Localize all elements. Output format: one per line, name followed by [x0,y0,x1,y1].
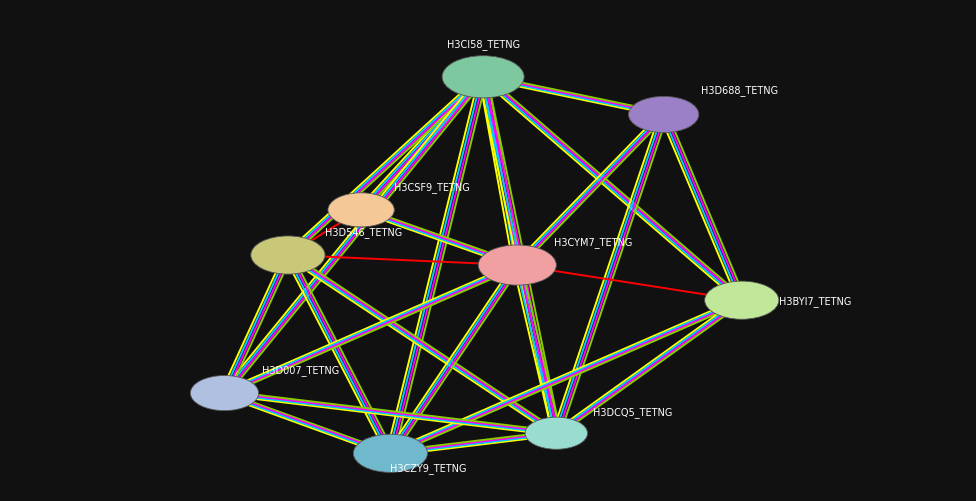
Text: H3CI58_TETNG: H3CI58_TETNG [447,39,519,50]
Text: H3CYM7_TETNG: H3CYM7_TETNG [554,236,632,247]
Text: H3BYI7_TETNG: H3BYI7_TETNG [779,295,851,306]
Text: H3D007_TETNG: H3D007_TETNG [262,364,339,375]
Circle shape [629,97,699,133]
Circle shape [190,376,259,411]
Text: H3D688_TETNG: H3D688_TETNG [701,85,778,96]
Circle shape [251,236,325,275]
Circle shape [478,245,556,286]
Circle shape [442,57,524,99]
Circle shape [705,282,779,320]
Text: H3CZY9_TETNG: H3CZY9_TETNG [390,462,467,473]
Text: H3DCQ5_TETNG: H3DCQ5_TETNG [593,406,672,417]
Text: H3D546_TETNG: H3D546_TETNG [325,226,402,237]
Text: H3CSF9_TETNG: H3CSF9_TETNG [394,181,470,192]
Circle shape [353,434,427,472]
Circle shape [328,193,394,227]
Circle shape [525,417,588,449]
